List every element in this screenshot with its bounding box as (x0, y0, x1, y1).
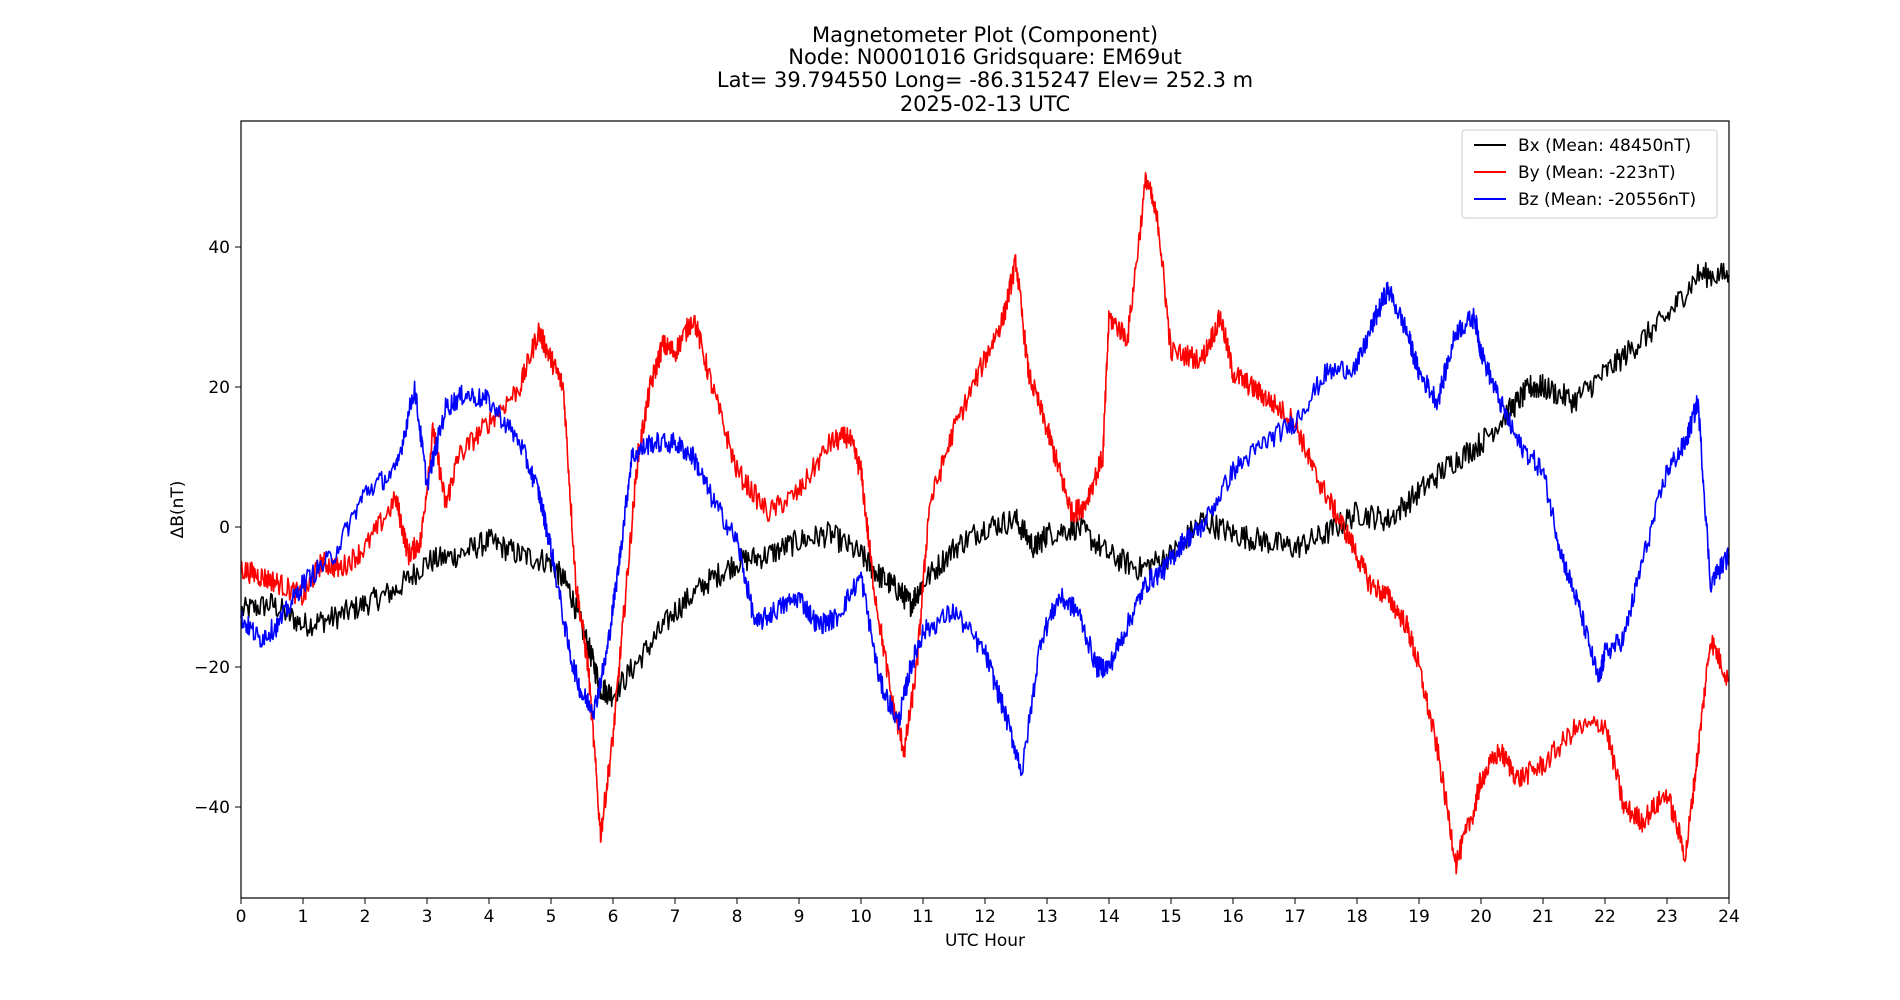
x-tick-label: 9 (794, 907, 805, 927)
x-tick-label: 4 (484, 907, 495, 927)
y-tick-label: −20 (194, 658, 230, 678)
x-tick-label: 15 (1160, 907, 1182, 927)
y-tick-label: 0 (219, 518, 230, 538)
plot-area-frame (240, 120, 1730, 899)
series-line-by (240, 172, 1730, 875)
x-tick-label: 3 (422, 907, 433, 927)
x-axis-ticks: 0 1 2 3 4 5 6 7 8 9 10 11 12 13 14 15 16 17 18 19 20 21 22 23 24 (236, 898, 1740, 927)
x-tick-label: 17 (1284, 907, 1306, 927)
series-line-bz (240, 281, 1730, 777)
x-axis-label: UTC Hour (945, 931, 1025, 951)
x-tick-label: 1 (298, 907, 309, 927)
x-tick-label: 7 (670, 907, 681, 927)
x-tick-label: 12 (974, 907, 996, 927)
x-tick-label: 0 (236, 907, 247, 927)
y-tick-label: −40 (194, 798, 230, 818)
y-tick-label: 20 (208, 378, 230, 398)
y-axis-label: ΔB(nT) (168, 481, 188, 539)
x-tick-label: 8 (732, 907, 743, 927)
x-tick-label: 24 (1718, 907, 1740, 927)
legend-entry: Bx (Mean: 48450nT) (1518, 136, 1691, 156)
x-tick-label: 6 (608, 907, 619, 927)
x-tick-label: 11 (912, 907, 934, 927)
series-line-bx (240, 262, 1730, 708)
y-axis-ticks: −40 −20 0 20 40 (194, 238, 241, 818)
x-tick-label: 22 (1594, 907, 1616, 927)
legend: Bx (Mean: 48450nT) By (Mean: -223nT) Bz (M… (1461, 129, 1718, 219)
x-tick-label: 18 (1346, 907, 1368, 927)
title-line-2: Node: N0001016 Gridsquare: EM69ut (788, 45, 1181, 69)
x-tick-label: 20 (1470, 907, 1492, 927)
x-tick-label: 13 (1036, 907, 1058, 927)
y-tick-label: 40 (208, 238, 230, 258)
legend-box (1461, 129, 1718, 219)
x-tick-label: 21 (1532, 907, 1554, 927)
legend-entry: Bz (Mean: -20556nT) (1518, 190, 1696, 210)
series-lines (240, 172, 1730, 875)
x-tick-label: 19 (1408, 907, 1430, 927)
legend-entry: By (Mean: -223nT) (1518, 163, 1676, 183)
x-tick-label: 14 (1098, 907, 1120, 927)
title-line-1: Magnetometer Plot (Component) (812, 23, 1158, 47)
x-tick-label: 23 (1656, 907, 1678, 927)
x-tick-label: 5 (546, 907, 557, 927)
title-line-3: Lat= 39.794550 Long= -86.315247 Elev= 25… (717, 68, 1253, 92)
x-tick-label: 10 (850, 907, 872, 927)
title-line-4: 2025-02-13 UTC (900, 92, 1070, 116)
chart-title: Magnetometer Plot (Component) Node: N000… (717, 23, 1253, 116)
x-tick-label: 2 (360, 907, 371, 927)
x-tick-label: 16 (1222, 907, 1244, 927)
